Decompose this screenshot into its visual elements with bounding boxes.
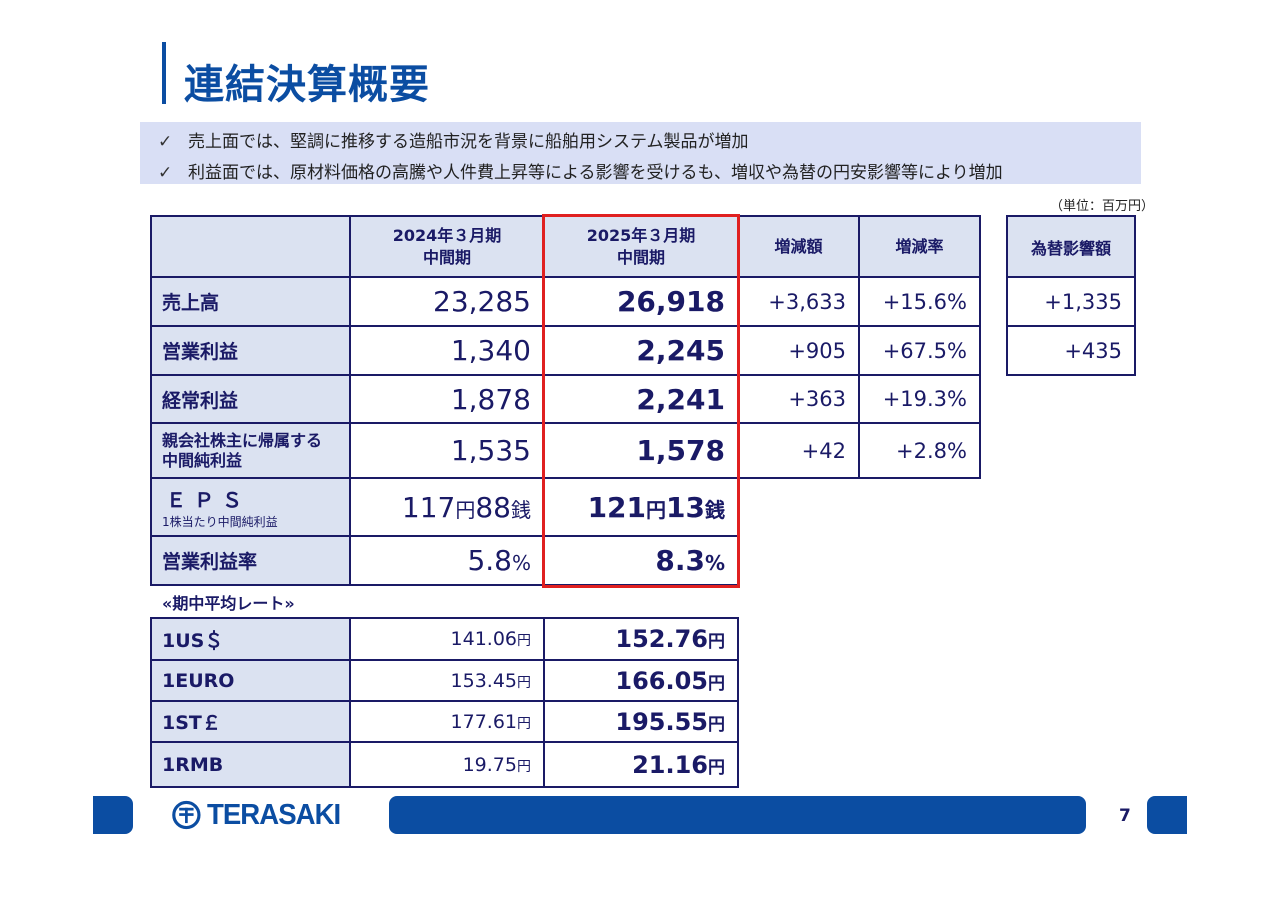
prev-eps: 117円88銭	[349, 477, 545, 537]
fx-impact-value: +1,335	[1006, 276, 1136, 327]
table-row: 経常利益 1,878 2,241 +363 +19.3%	[150, 374, 981, 424]
rate-value: +2.8%	[858, 422, 981, 479]
rate-row: 1EURO 153.45円 166.05円	[150, 659, 739, 702]
row-label: 売上高	[150, 276, 351, 327]
row-label: 営業利益	[150, 325, 351, 376]
currency-label: 1US＄	[150, 617, 351, 661]
logo-text: TERASAKI	[206, 798, 341, 831]
currency-label: 1ST￡	[150, 700, 351, 743]
curr-rate: 21.16円	[543, 741, 739, 788]
check-icon: ✓	[158, 132, 173, 152]
change-value: +42	[737, 422, 860, 479]
curr-value: 1,578	[543, 422, 739, 479]
rate-caption: «期中平均レート»	[162, 594, 295, 613]
rate-value: +67.5%	[858, 325, 981, 376]
table-row: 売上高 23,285 26,918 +3,633 +15.6%	[150, 276, 981, 327]
table-row-margin: 営業利益率 5.8% 8.3%	[150, 535, 980, 586]
table-header-row: 2024年３月期 中間期 2025年３月期 中間期 増減額 増減率	[150, 215, 981, 278]
summary-bullet: ✓ 売上面では、堅調に推移する造船市況を背景に船舶用システム製品が増加	[158, 127, 749, 152]
prev-value: 1,878	[349, 374, 545, 424]
curr-eps: 121円13銭	[543, 477, 739, 537]
curr-rate: 195.55円	[543, 700, 739, 743]
change-value: +363	[737, 374, 860, 424]
row-label: 経常利益	[150, 374, 351, 424]
prev-rate: 19.75円	[349, 741, 545, 788]
curr-value: 2,245	[543, 325, 739, 376]
logo-mark-icon	[172, 800, 201, 830]
rate-value: +19.3%	[858, 374, 981, 424]
prev-rate: 177.61円	[349, 700, 545, 743]
footer-bar-right	[1147, 796, 1187, 834]
rate-row: 1ST￡ 177.61円 195.55円	[150, 700, 739, 743]
header-rate: 増減率	[858, 215, 981, 278]
check-icon: ✓	[158, 163, 173, 183]
footer-bar-left	[93, 796, 133, 834]
prev-value: 1,535	[349, 422, 545, 479]
curr-value: 26,918	[543, 276, 739, 327]
curr-value: 2,241	[543, 374, 739, 424]
eps-label: ＥＰＳ 1株当たり中間純利益	[150, 477, 351, 537]
prev-value: 1,340	[349, 325, 545, 376]
header-change: 増減額	[737, 215, 860, 278]
fx-impact-table: 為替影響額 +1,335 +435	[1006, 215, 1136, 376]
bullet-text: 売上面では、堅調に推移する造船市況を背景に船舶用システム製品が増加	[188, 132, 749, 152]
fx-impact-value: +435	[1006, 325, 1136, 376]
company-logo: TERASAKI	[172, 797, 347, 833]
summary-box: ✓ 売上面では、堅調に推移する造船市況を背景に船舶用システム製品が増加 ✓ 利益面で…	[140, 122, 1141, 184]
curr-rate: 166.05円	[543, 659, 739, 702]
table-row-eps: ＥＰＳ 1株当たり中間純利益 117円88銭 121円13銭	[150, 477, 980, 537]
bullet-text: 利益面では、原材料価格の高騰や人件費上昇等による影響を受けるも、増収や為替の円安…	[188, 163, 1003, 183]
exchange-rate-table: 1US＄ 141.06円 152.76円 1EURO 153.45円 166.0…	[150, 617, 739, 788]
results-table: 2024年３月期 中間期 2025年３月期 中間期 増減額 増減率 売上高 23,2…	[150, 215, 981, 586]
header-prev-period: 2024年３月期 中間期	[349, 215, 545, 278]
page-number: 7	[1119, 806, 1131, 826]
currency-label: 1RMB	[150, 741, 351, 788]
prev-value: 23,285	[349, 276, 545, 327]
footer-bar-middle	[389, 796, 1086, 834]
row-label: 親会社株主に帰属する 中間純利益	[150, 422, 351, 479]
rate-row: 1US＄ 141.06円 152.76円	[150, 617, 739, 661]
header-curr-period: 2025年３月期 中間期	[543, 215, 739, 278]
summary-bullet: ✓ 利益面では、原材料価格の高騰や人件費上昇等による影響を受けるも、増収や為替の円…	[158, 158, 1003, 183]
change-value: +905	[737, 325, 860, 376]
currency-label: 1EURO	[150, 659, 351, 702]
header-empty	[150, 215, 351, 278]
curr-rate: 152.76円	[543, 617, 739, 661]
page-title: 連結決算概要	[184, 62, 430, 108]
unit-note: （単位：百万円）	[1050, 199, 1155, 214]
table-row: 親会社株主に帰属する 中間純利益 1,535 1,578 +42 +2.8%	[150, 422, 981, 479]
prev-rate: 153.45円	[349, 659, 545, 702]
prev-rate: 141.06円	[349, 617, 545, 661]
prev-margin: 5.8%	[349, 535, 545, 586]
change-value: +3,633	[737, 276, 860, 327]
fx-impact-header: 為替影響額	[1006, 215, 1136, 278]
rate-value: +15.6%	[858, 276, 981, 327]
table-row: 営業利益 1,340 2,245 +905 +67.5%	[150, 325, 981, 376]
row-label: 営業利益率	[150, 535, 351, 586]
title-accent-bar	[162, 42, 166, 104]
curr-margin: 8.3%	[543, 535, 739, 586]
rate-row: 1RMB 19.75円 21.16円	[150, 741, 739, 788]
